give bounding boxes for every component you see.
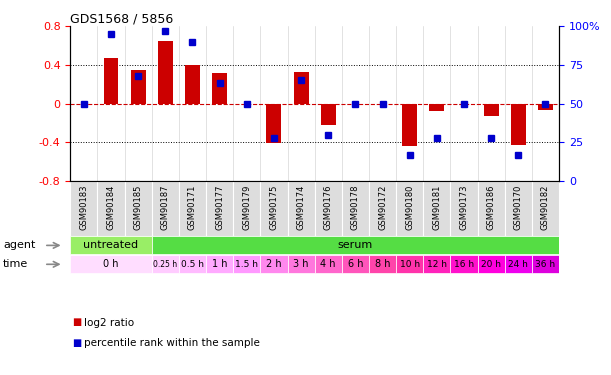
Bar (103, 58, 119, 104)
Bar (179, 181, 206, 236)
Bar (532, 255, 559, 273)
Bar (70, 181, 97, 236)
Bar (70, 255, 152, 273)
Bar (206, 255, 233, 273)
Bar (478, 181, 505, 236)
Text: 0.25 h: 0.25 h (153, 260, 177, 269)
Text: GSM90173: GSM90173 (459, 185, 469, 230)
Text: GSM90186: GSM90186 (487, 185, 496, 230)
Bar (260, 255, 288, 273)
Bar (70, 236, 152, 255)
Text: 1 h: 1 h (212, 259, 227, 269)
Bar (369, 181, 396, 236)
Bar (321, 104, 335, 125)
Bar (402, 104, 417, 146)
Bar (233, 255, 260, 273)
Bar (505, 255, 532, 273)
Bar (158, 41, 173, 104)
Bar (396, 255, 423, 273)
Bar (152, 255, 179, 273)
Text: GSM90178: GSM90178 (351, 185, 360, 230)
Text: GSM90185: GSM90185 (134, 185, 142, 230)
Bar (315, 255, 342, 273)
Text: agent: agent (3, 240, 35, 250)
Bar (532, 181, 559, 236)
Text: GSM90171: GSM90171 (188, 185, 197, 230)
Text: GSM90184: GSM90184 (106, 185, 115, 230)
Text: 24 h: 24 h (508, 260, 529, 269)
Text: GSM90180: GSM90180 (405, 185, 414, 230)
Bar (315, 181, 342, 236)
Bar (260, 181, 288, 236)
Text: 20 h: 20 h (481, 260, 501, 269)
Text: 16 h: 16 h (454, 260, 474, 269)
Bar (538, 104, 553, 110)
Text: GSM90182: GSM90182 (541, 185, 550, 230)
Text: serum: serum (338, 240, 373, 250)
Text: GDS1568 / 5856: GDS1568 / 5856 (70, 12, 174, 25)
Bar (185, 65, 200, 104)
Bar (131, 70, 145, 104)
Bar (212, 73, 227, 104)
Bar (396, 181, 423, 236)
Text: 6 h: 6 h (348, 259, 363, 269)
Bar (179, 255, 206, 273)
Bar (484, 104, 499, 116)
Bar (423, 255, 450, 273)
Bar (206, 181, 233, 236)
Bar (233, 181, 260, 236)
Bar (152, 236, 559, 255)
Text: ■: ■ (72, 318, 81, 327)
Text: GSM90183: GSM90183 (79, 185, 89, 230)
Bar (125, 181, 152, 236)
Bar (430, 104, 444, 111)
Bar (288, 181, 315, 236)
Text: 0 h: 0 h (103, 259, 119, 269)
Text: time: time (3, 259, 28, 269)
Text: log2 ratio: log2 ratio (84, 318, 134, 327)
Text: 12 h: 12 h (427, 260, 447, 269)
Bar (450, 181, 478, 236)
Text: GSM90175: GSM90175 (269, 185, 279, 230)
Text: 1.5 h: 1.5 h (235, 260, 258, 269)
Bar (266, 104, 282, 143)
Bar (478, 255, 505, 273)
Bar (294, 72, 309, 104)
Bar (342, 181, 369, 236)
Bar (342, 255, 369, 273)
Text: 0.5 h: 0.5 h (181, 260, 204, 269)
Text: untreated: untreated (84, 240, 139, 250)
Bar (152, 181, 179, 236)
Text: 36 h: 36 h (535, 260, 555, 269)
Text: ■: ■ (72, 338, 81, 348)
Text: 3 h: 3 h (293, 259, 309, 269)
Text: 8 h: 8 h (375, 259, 390, 269)
Text: GSM90176: GSM90176 (324, 185, 333, 230)
Text: 4 h: 4 h (321, 259, 336, 269)
Text: GSM90187: GSM90187 (161, 185, 170, 230)
Text: 10 h: 10 h (400, 260, 420, 269)
Bar (423, 181, 450, 236)
Text: GSM90170: GSM90170 (514, 185, 523, 230)
Bar (511, 104, 526, 145)
Text: GSM90179: GSM90179 (243, 185, 251, 230)
Text: 2 h: 2 h (266, 259, 282, 269)
Text: GSM90181: GSM90181 (433, 185, 441, 230)
Text: percentile rank within the sample: percentile rank within the sample (84, 338, 260, 348)
Text: GSM90172: GSM90172 (378, 185, 387, 230)
Bar (505, 181, 532, 236)
Text: GSM90174: GSM90174 (296, 185, 306, 230)
Bar (369, 255, 396, 273)
Bar (288, 255, 315, 273)
Bar (450, 255, 478, 273)
Text: GSM90177: GSM90177 (215, 185, 224, 230)
Bar (97, 181, 125, 236)
